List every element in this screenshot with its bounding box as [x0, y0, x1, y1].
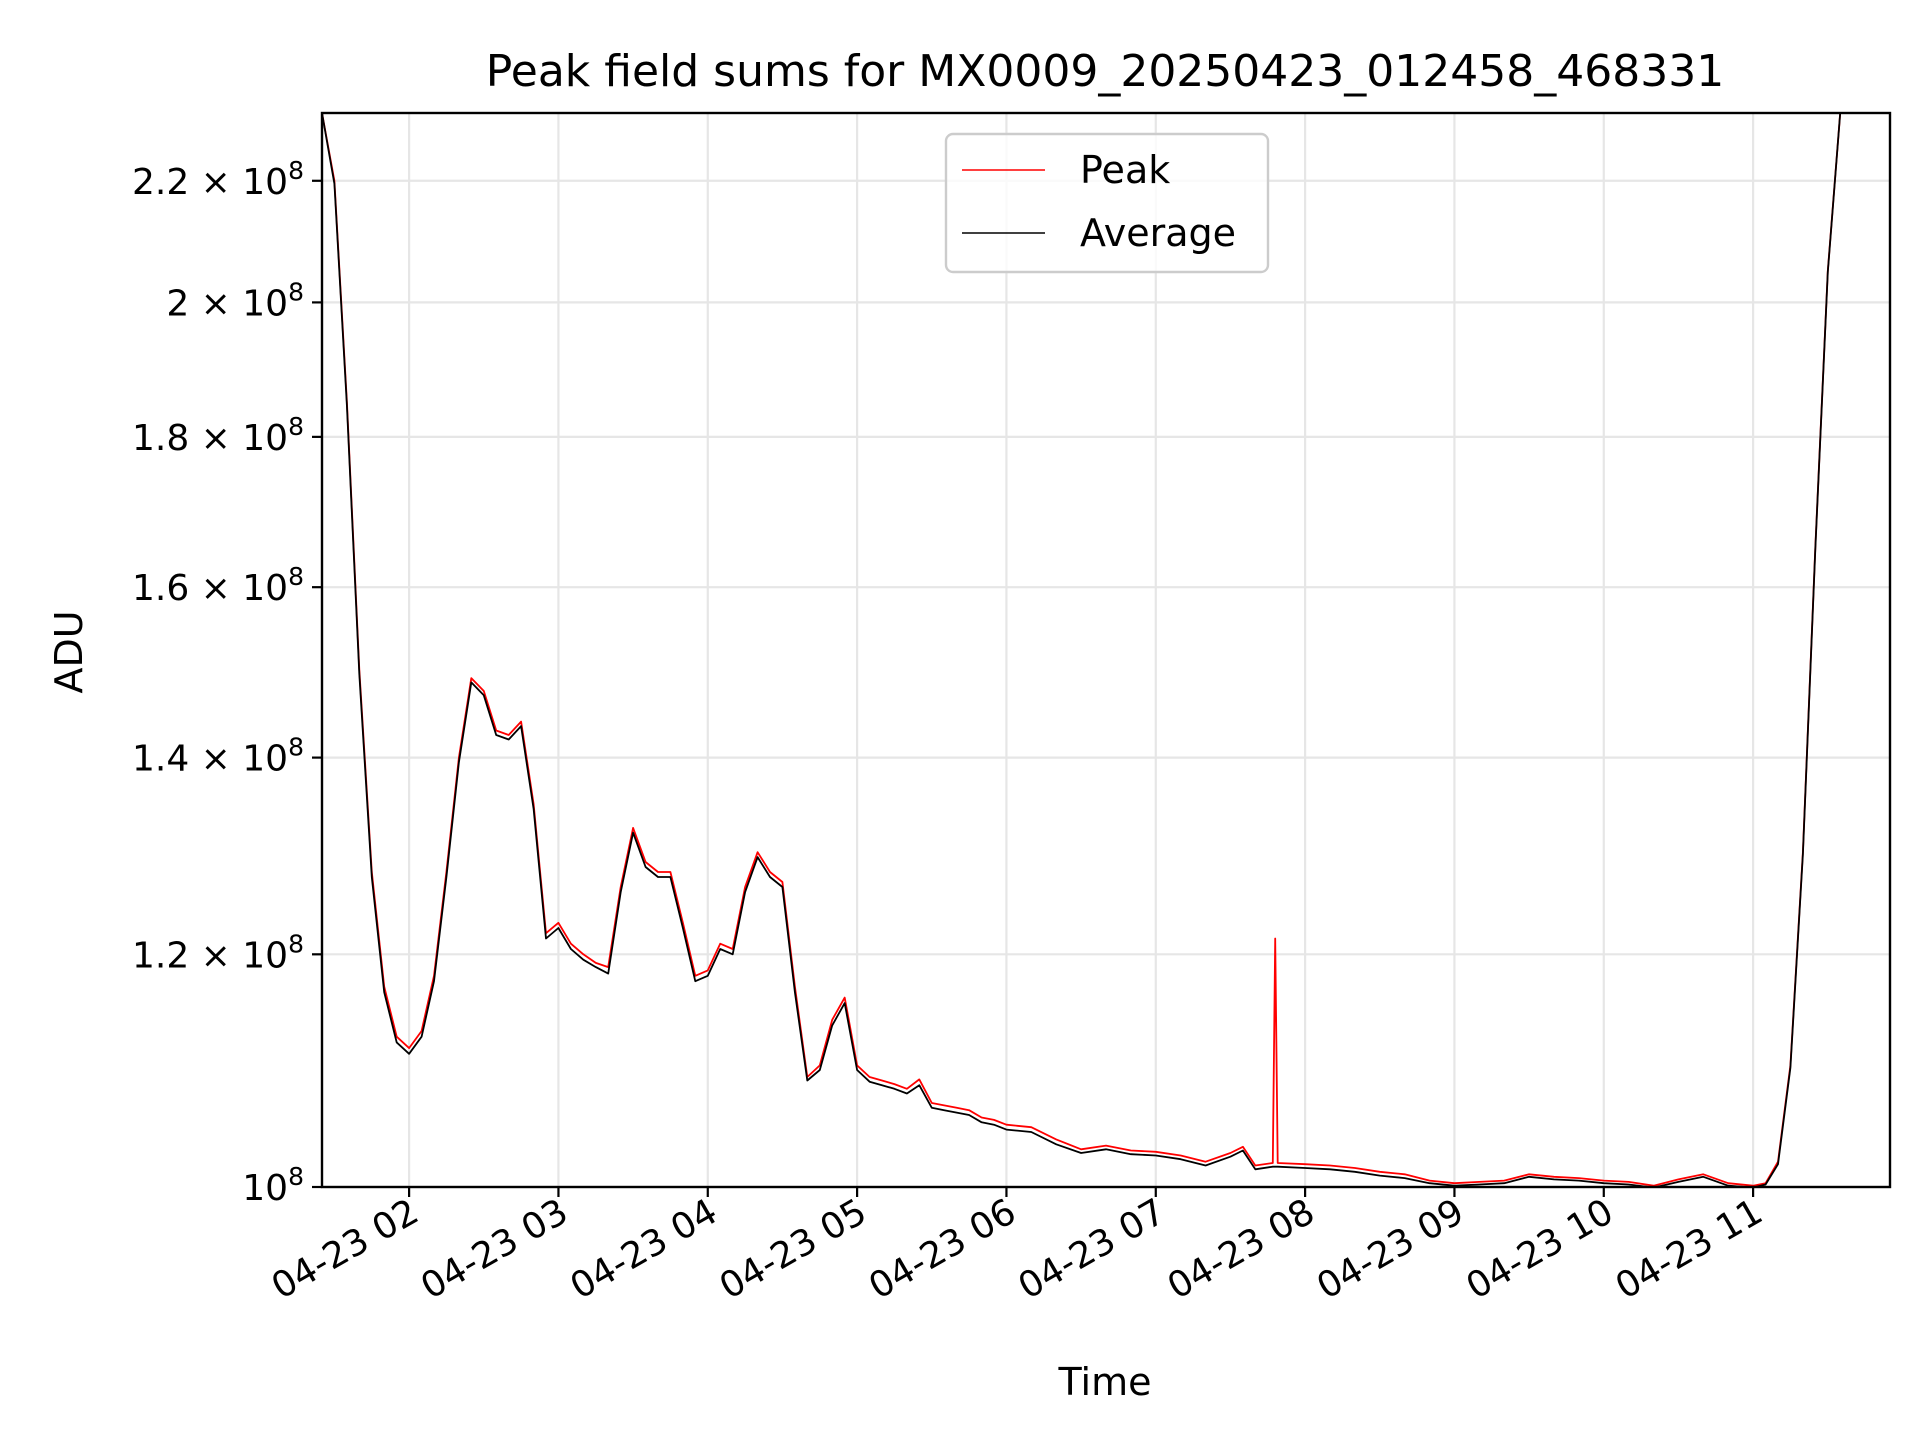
chart-title: Peak field sums for MX0009_20250423_0124… [486, 46, 1724, 97]
series-group [322, 113, 1890, 1187]
y-tick-label: 1.6 × 108 [132, 562, 304, 609]
legend: Peak Average [944, 132, 1270, 274]
y-tick-label: 108 [242, 1162, 304, 1209]
plot-frame [320, 111, 1892, 1189]
series-line-average [322, 113, 1890, 1187]
y-tick-label: 1.2 × 108 [132, 929, 304, 976]
x-axis-label: Time [1058, 1360, 1152, 1404]
y-tick-label: 2.2 × 108 [132, 156, 304, 203]
legend-box [944, 132, 1270, 274]
y-tick-label: 1.4 × 108 [132, 733, 304, 780]
legend-label-peak: Peak [1080, 148, 1170, 192]
y-tick-label: 2 × 108 [166, 277, 304, 324]
y-axis: 108 1.2 × 108 1.4 × 108 1.6 × 108 1.8 × 108 2… [132, 156, 322, 1209]
y-tick-label: 1.8 × 108 [132, 412, 304, 459]
y-axis-label: ADU [47, 610, 91, 693]
legend-label-average: Average [1080, 211, 1236, 255]
grid [322, 113, 1890, 1189]
